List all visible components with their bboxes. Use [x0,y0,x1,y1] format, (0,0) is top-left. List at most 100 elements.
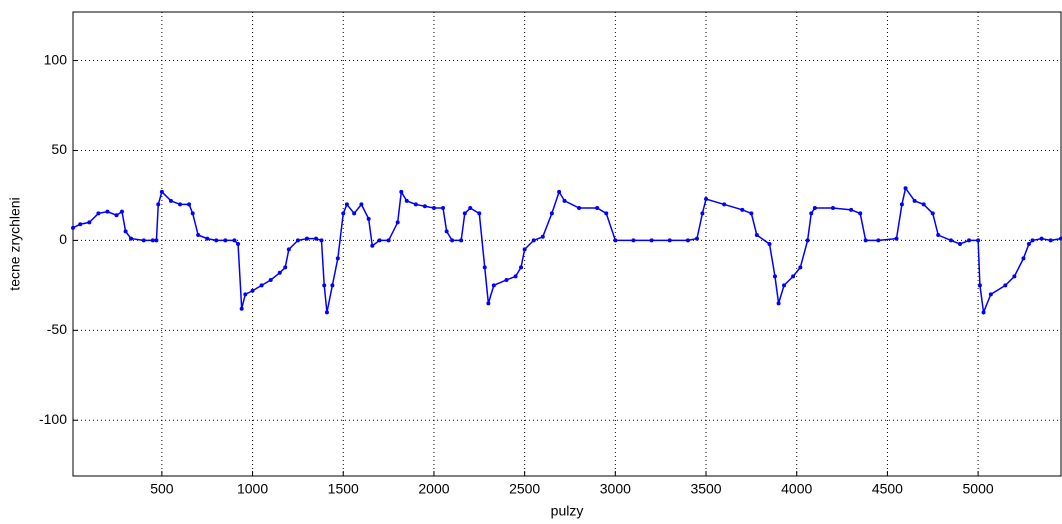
y-tick-label: 100 [44,51,68,67]
data-point [1021,256,1026,261]
data-point [71,225,75,230]
data-point [604,211,609,216]
data-point [395,220,400,225]
data-point [352,211,357,216]
data-point [190,211,195,216]
data-point [812,206,817,211]
data-point [330,283,335,288]
x-tick-label: 3500 [690,481,721,497]
data-point [468,206,473,211]
data-point [685,238,690,243]
data-point [319,238,324,243]
data-point [1059,236,1062,241]
x-tick-label: 1000 [237,481,268,497]
data-point [595,206,600,211]
data-point [377,238,382,243]
data-point [957,242,962,246]
data-point [250,288,255,293]
data-point [370,243,375,248]
data-point [772,274,777,279]
data-point [359,202,364,207]
data-point [277,270,282,275]
data-point [858,211,863,216]
data-point [562,198,567,203]
data-point [154,238,159,243]
data-point [776,301,781,306]
data-point [486,301,491,306]
data-point [921,202,926,207]
x-axis-label: pulzy [551,503,584,519]
data-point [150,238,155,243]
data-line [72,186,1062,316]
data-point [613,238,618,243]
data-point [214,238,219,243]
data-point [344,202,349,207]
x-tick-label: 5000 [963,481,994,497]
data-point [704,197,709,202]
data-point [1026,242,1031,246]
y-tick-label: -100 [39,411,67,427]
data-point [967,238,972,243]
data-point [740,207,745,212]
data-point [168,198,173,203]
data-point [557,189,562,194]
data-point [782,283,787,288]
data-point [78,222,83,227]
data-point [631,238,636,243]
data-point [422,204,427,209]
data-point [754,233,759,238]
data-point [259,283,264,288]
data-point [767,242,772,246]
data-point [903,186,908,191]
data-point [477,211,482,216]
data-point [335,256,340,261]
data-point [399,189,404,194]
data-point [129,236,134,241]
data-point [236,242,241,246]
x-tick-label: 2500 [509,481,540,497]
data-point [105,209,110,214]
data-point [441,206,446,211]
data-point [1030,238,1035,243]
data-point [798,265,803,270]
x-tick-label: 2000 [418,481,449,497]
data-point [912,198,917,203]
data-point [988,292,993,297]
data-point [849,207,854,212]
data-point [805,238,810,243]
y-tick-label: 50 [51,141,67,157]
data-point [1012,274,1017,279]
data-point [491,283,496,288]
data-point [894,236,899,241]
data-point [531,238,536,243]
x-tick-label: 3000 [600,481,631,497]
data-point [341,211,346,216]
data-point [977,283,982,288]
data-point [522,247,527,252]
data-point [444,229,449,234]
data-point [450,238,455,243]
data-point [513,274,518,279]
data-point [482,265,487,270]
data-point [459,238,464,243]
data-point [831,206,835,211]
data-point [268,277,273,282]
data-point [462,211,467,216]
data-point [324,310,329,315]
data-point [232,238,237,243]
data-point [791,274,796,279]
data-point [540,234,545,239]
data-point [87,220,92,225]
data-point [1003,283,1008,288]
data-point [504,277,509,282]
data-point [119,209,124,214]
data-point [141,238,146,243]
data-point [187,202,192,207]
y-tick-label: 0 [59,231,67,247]
data-point [694,236,699,241]
y-tick-label: -50 [47,321,67,337]
data-point [123,229,128,234]
data-point [295,238,300,243]
data-point [239,306,244,311]
